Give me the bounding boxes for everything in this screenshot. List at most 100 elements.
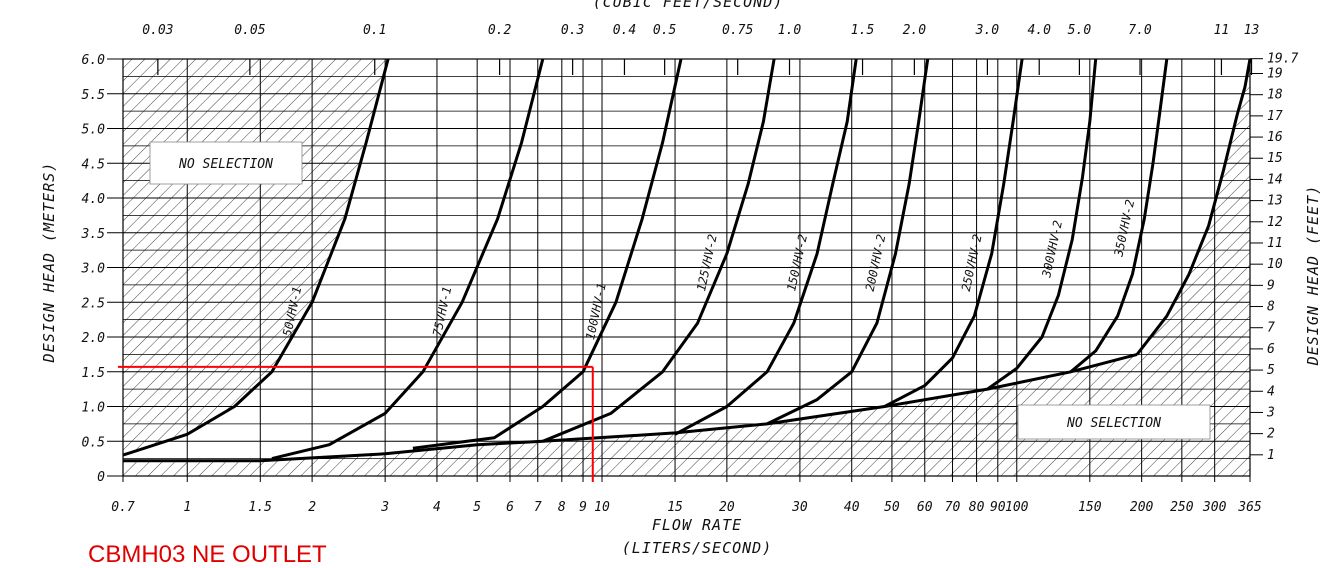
curve-label: 350VHV-2 [1111,198,1137,258]
y-right-tick-label: 14 [1267,172,1283,187]
y-left-tick-label: 2.5 [82,296,106,311]
x-tick-label: 100 [1005,500,1029,515]
y-left-tick-label: 3.0 [81,262,106,277]
x-tick-label: 4 [433,500,441,515]
y-right-tick-label: 19.7 [1267,52,1298,67]
no-selection-region-upper [123,59,389,456]
x-tick-label: 70 [945,500,961,515]
x-tick-label: 5 [473,500,481,515]
y-right-tick-label: 11 [1267,236,1283,251]
y-right-tick-label: 13 [1267,194,1283,209]
x-tick-label: 3 [380,500,389,515]
pump-curve [271,58,545,461]
x-tick-label: 0.7 [111,500,135,515]
y-right-tick-label: 1 [1267,448,1275,463]
top-tick-label: 0.75 [722,23,753,38]
x-tick-label: 2 [308,500,316,515]
y-left-tick-label: 4.0 [82,192,106,207]
pump-curve [1135,58,1252,356]
top-tick-label: 11 [1214,23,1230,38]
x-tick-label: 365 [1237,500,1262,515]
y-left-tick-label: 5.0 [82,123,106,138]
y-right-tick-label: 5 [1267,363,1275,378]
top-tick-label: 13 [1244,23,1260,38]
no-selection-label-lower: NO SELECTION [1066,416,1161,431]
y-left-tick-label: 4.5 [82,157,106,172]
top-tick-label: 3.0 [975,23,1000,38]
pump-curve [674,58,858,436]
top-tick-label: 0.05 [234,23,265,38]
y-right-tick-label: 9 [1267,278,1275,293]
pump-curve [412,58,683,450]
y-right-tick-label: 17 [1267,109,1283,124]
y-right-tick-label: 2 [1267,427,1275,442]
pump-curve [122,58,390,457]
x-tick-label: 20 [719,500,735,515]
top-tick-label: 0.3 [561,23,584,38]
minimum-head-boundary [123,352,1138,463]
x-tick-label: 7 [534,500,542,515]
top-tick-label: 5.0 [1068,23,1092,38]
no-selection-label-lower-box [1017,404,1211,440]
outlet-caption: CBMH03 NE OUTLET [88,541,327,568]
top-tick-label: 1.5 [851,23,875,38]
top-tick-label: 0.1 [363,23,386,38]
y-axis-left-title: DESIGN HEAD (METERS) [40,162,58,364]
y-right-tick-label: 12 [1267,215,1283,230]
x-tick-label: 60 [917,500,933,515]
top-tick-label: 0.03 [142,23,173,38]
top-tick-label: 0.2 [488,23,512,38]
x-axis-title: FLOW RATE [652,516,742,534]
pump-curve [883,58,1024,408]
no-selection-label-upper-box [149,141,303,185]
x-tick-label: 15 [667,500,683,515]
curve-label: 125VHV-2 [694,233,720,292]
x-tick-label: 1.5 [249,500,273,515]
y-right-tick-label: 15 [1267,151,1283,166]
y-left-tick-label: 3.5 [81,227,106,242]
y-left-tick-label: 1.0 [82,401,106,416]
y-right-tick-label: 8 [1267,300,1275,315]
y-left-tick-label: 2.0 [82,331,106,346]
y-right-tick-label: 16 [1267,130,1283,145]
no-selection-label-upper: NO SELECTION [178,157,273,172]
y-axis-right-title: DESIGN HEAD (FEET) [1304,185,1322,367]
pump-curve [542,58,776,443]
x-tick-label: 9 [579,500,587,515]
y-left-tick-label: 5.5 [82,88,106,103]
x-tick-label: 150 [1078,500,1102,515]
top-tick-label: 4.0 [1027,23,1051,38]
y-right-tick-label: 10 [1267,257,1283,272]
x-tick-label: 10 [594,500,610,515]
x-tick-label: 6 [506,500,514,515]
top-tick-label: 0.4 [613,23,636,38]
y-left-tick-label: 1.5 [82,366,106,381]
top-tick-label: 7.0 [1128,23,1152,38]
pump-curve [766,58,930,426]
y-left-tick-label: 0.5 [82,435,106,450]
x-tick-label: 300 [1202,500,1227,515]
curve-label: 250VHV-2 [959,233,985,292]
y-right-tick-label: 7 [1267,321,1275,336]
pump-curve [986,58,1098,391]
curve-label: 200VHV-2 [863,233,889,292]
top-tick-label: 0.5 [653,23,677,38]
top-tick-label: 2.0 [903,23,927,38]
y-right-tick-label: 18 [1267,88,1283,103]
y-left-tick-label: 0 [97,470,105,485]
x-tick-label: 30 [791,500,808,515]
x-tick-label: 8 [558,500,566,515]
x-tick-label: 1 [183,500,191,515]
y-right-tick-label: 19 [1267,67,1283,82]
y-right-tick-label: 4 [1267,384,1275,399]
pump-curve [1069,58,1169,373]
x-tick-label: 250 [1170,500,1194,515]
top-tick-label: 1.0 [778,23,802,38]
x-tick-label: 50 [884,500,900,515]
y-left-tick-label: 6.0 [82,53,106,68]
x-tick-label: 200 [1130,500,1154,515]
y-right-tick-label: 3 [1266,405,1275,420]
x-tick-label: 80 [969,500,985,515]
x-tick-label: 90 [990,500,1006,515]
